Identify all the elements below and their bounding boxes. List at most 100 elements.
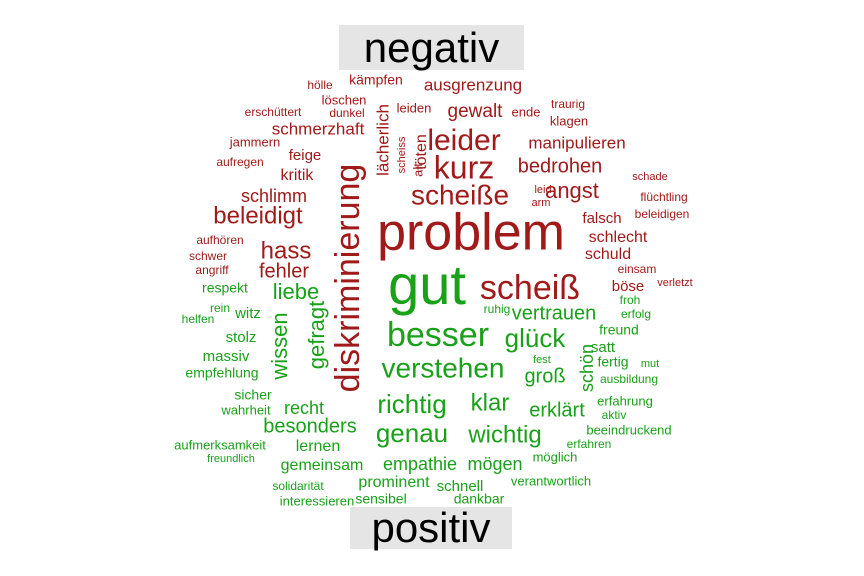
word: aufhören — [196, 233, 243, 247]
word: töten — [413, 134, 430, 170]
word: angst — [545, 178, 599, 203]
word: gefragt — [304, 301, 329, 370]
word: recht — [284, 398, 324, 418]
word: problem — [377, 204, 565, 262]
word: schön — [577, 344, 597, 392]
word: gemeinsam — [281, 457, 364, 474]
word: erfolg — [621, 307, 651, 321]
word: ausbildung — [600, 372, 658, 386]
word: falsch — [582, 210, 621, 227]
word: gewalt — [448, 101, 504, 122]
word: richtig — [377, 389, 446, 419]
word: erschüttert — [245, 105, 302, 119]
group-label-positiv: positiv — [350, 507, 512, 549]
word: liebe — [273, 279, 319, 304]
word: mut — [641, 358, 659, 370]
word: lächerlich — [373, 104, 392, 176]
word: empathie — [383, 454, 457, 474]
word: alt — [410, 163, 425, 177]
word: flüchtling — [640, 190, 687, 204]
word: schuld — [585, 246, 631, 263]
word: klagen — [550, 113, 588, 128]
word: hass — [261, 237, 312, 264]
word: mögen — [467, 454, 522, 474]
word: groß — [524, 365, 565, 387]
word: schwer — [189, 249, 227, 263]
word: kurz — [434, 149, 494, 185]
word: schade — [632, 171, 667, 183]
word: jammern — [229, 134, 281, 149]
word: bedrohen — [518, 155, 603, 177]
word: schmerzhaft — [272, 119, 365, 138]
word: klar — [471, 389, 510, 416]
word: arm — [532, 197, 551, 209]
word: scheiss — [396, 136, 408, 173]
word: froh — [620, 293, 641, 307]
word: traurig — [551, 97, 585, 111]
word: löschen — [322, 92, 367, 107]
word: wissen — [267, 312, 292, 380]
word: besser — [387, 316, 489, 354]
word: satt — [591, 339, 616, 356]
word: respekt — [202, 280, 248, 296]
word: feige — [289, 147, 322, 164]
word: aufmerksamkeit — [174, 437, 266, 452]
word: freundlich — [207, 453, 255, 465]
word: ausgrenzung — [424, 75, 522, 94]
word: witz — [234, 305, 261, 322]
word: schlimm — [241, 186, 307, 206]
word: schlecht — [589, 229, 648, 246]
word: böse — [612, 278, 645, 295]
word: helfen — [182, 312, 215, 326]
word: sicher — [234, 387, 272, 403]
word: einsam — [618, 262, 657, 276]
word: erfahren — [567, 437, 612, 451]
group-label-negativ: negativ — [339, 25, 524, 70]
word: genau — [376, 418, 448, 448]
word: fest — [533, 354, 551, 366]
word: glück — [505, 323, 567, 353]
word: empfehlung — [185, 365, 258, 381]
word: wahrheit — [220, 402, 271, 417]
word: vertrauen — [512, 302, 597, 324]
word: gut — [388, 253, 466, 316]
word: stolz — [226, 329, 257, 346]
word: beleidigen — [635, 207, 690, 221]
word: diskriminierung — [329, 164, 367, 393]
word: beeindruckend — [586, 422, 671, 437]
word: kämpfen — [349, 72, 403, 88]
word: rein — [210, 301, 230, 315]
word: wichtig — [467, 421, 541, 448]
word: leider — [427, 124, 500, 157]
word: schnell — [437, 478, 484, 495]
word: aktiv — [602, 408, 627, 422]
word: scheiße — [411, 179, 509, 210]
word: hölle — [307, 78, 333, 92]
word: verantwortlich — [511, 473, 591, 488]
word: freund — [599, 322, 639, 338]
word: ende — [512, 104, 541, 119]
word: verstehen — [382, 352, 505, 383]
word: massiv — [203, 348, 250, 365]
word: dunkel — [329, 106, 364, 120]
word: solidarität — [272, 479, 324, 493]
word: dankbar — [454, 491, 505, 507]
word: erfahrung — [597, 393, 653, 408]
word: verletzt — [657, 277, 692, 289]
word: aufregen — [216, 155, 263, 169]
word: manipulieren — [528, 133, 625, 152]
word: prominent — [358, 474, 430, 491]
word: beleidigt — [213, 202, 303, 229]
word: scheiß — [480, 269, 580, 307]
word: kritik — [281, 167, 315, 184]
word: ruhig — [484, 302, 511, 316]
word: sensibel — [355, 491, 406, 507]
word: erklärt — [529, 399, 585, 421]
word: angriff — [195, 263, 229, 277]
word: fehler — [259, 260, 309, 282]
word: leiden — [397, 100, 432, 115]
word: besonders — [263, 415, 356, 437]
word: interessieren — [280, 493, 354, 508]
word: möglich — [533, 449, 578, 464]
